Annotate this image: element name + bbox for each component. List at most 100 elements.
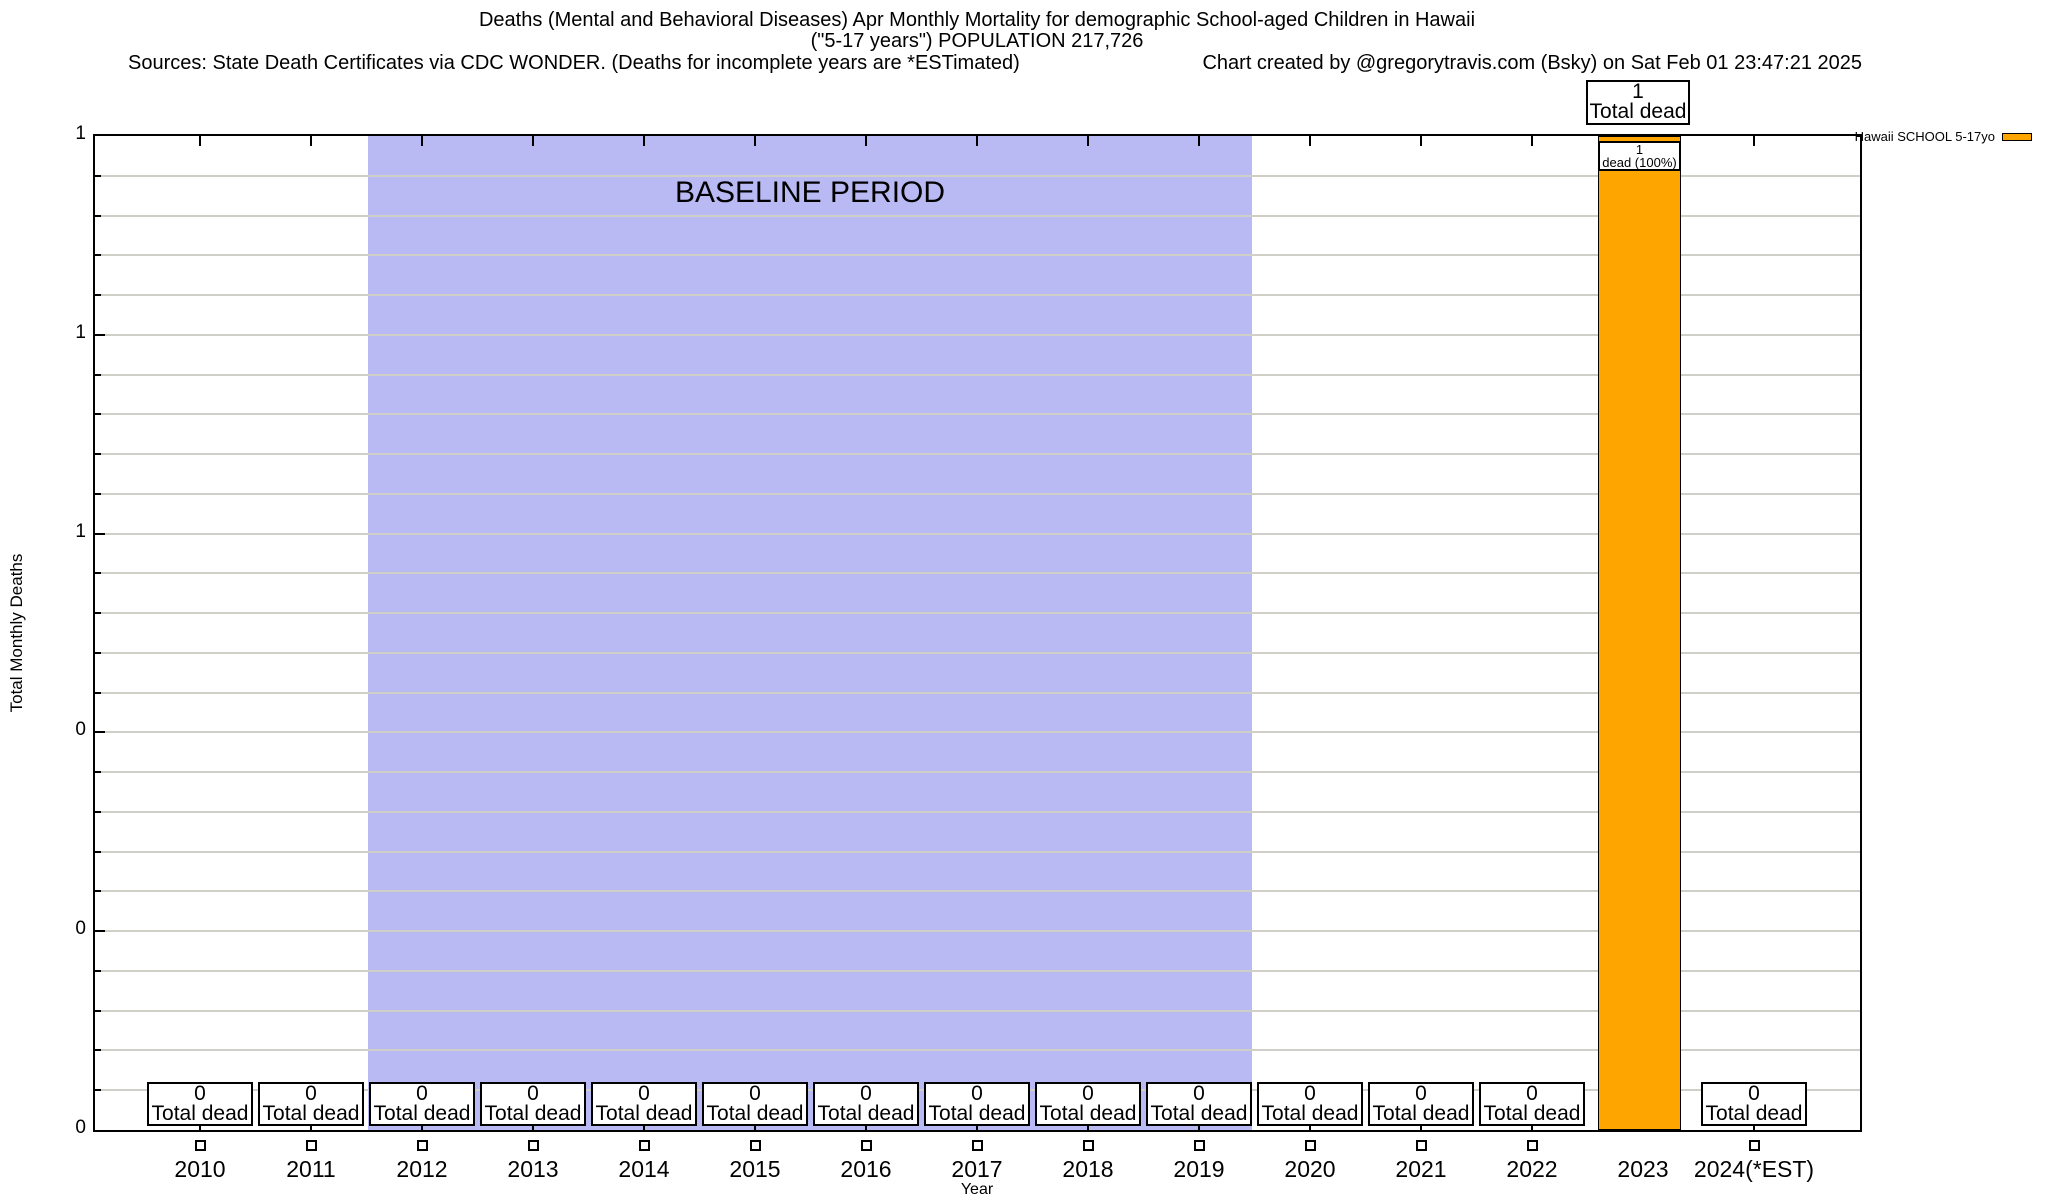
x-top-tick <box>754 136 756 146</box>
y-axis-tick <box>95 1049 101 1052</box>
minor-gridline <box>95 294 1860 297</box>
x-tick-label: 2010 <box>174 1156 226 1182</box>
minor-gridline <box>95 453 1860 456</box>
zero-deaths-label: Total dead <box>706 1102 804 1125</box>
zero-deaths-label: Total dead <box>484 1102 582 1125</box>
zero-deaths-value: 0 <box>1082 1082 1094 1105</box>
zero-deaths-box: 0 Total dead <box>147 1082 253 1126</box>
x-tick-label: 2012 <box>396 1156 448 1182</box>
box-stem <box>643 1125 645 1132</box>
x-tick-label: 2024(*EST) <box>1693 1156 1815 1182</box>
x-top-tick <box>310 136 312 146</box>
minor-gridline <box>95 1049 1860 1052</box>
zero-point-marker <box>528 1140 539 1151</box>
x-top-tick <box>421 136 423 146</box>
box-stem <box>1198 1125 1200 1132</box>
credit-note: Chart created by @gregorytravis.com (Bsk… <box>1202 52 1862 74</box>
minor-gridline <box>95 214 1860 217</box>
zero-point-marker <box>195 1140 206 1151</box>
baseline-period-region <box>368 136 1252 1130</box>
zero-point-marker <box>1305 1140 1316 1151</box>
zero-point-marker <box>1527 1140 1538 1151</box>
y-axis-tick <box>95 691 101 694</box>
minor-gridline <box>95 850 1860 853</box>
zero-deaths-box: 0 Total dead <box>702 1082 808 1126</box>
box-stem <box>310 1125 312 1132</box>
zero-deaths-box: 0 Total dead <box>591 1082 697 1126</box>
y-axis-tick <box>95 413 101 416</box>
x-tick-label: 2018 <box>1062 1156 1114 1182</box>
zero-deaths-value: 0 <box>527 1082 539 1105</box>
x-top-tick <box>532 136 534 146</box>
total-dead-annotation-label: Total dead <box>1589 100 1687 123</box>
zero-deaths-label: Total dead <box>1261 1102 1359 1125</box>
y-axis-tick <box>95 969 101 972</box>
zero-deaths-label: Total dead <box>1150 1102 1248 1125</box>
zero-deaths-value: 0 <box>194 1082 206 1105</box>
zero-deaths-box: 0 Total dead <box>480 1082 586 1126</box>
box-stem <box>865 1125 867 1132</box>
zero-deaths-label: Total dead <box>373 1102 471 1125</box>
y-tick-label: 0 <box>75 1117 86 1138</box>
bar-2023: 1 dead (100%) <box>1598 136 1681 1130</box>
zero-deaths-label: Total dead <box>1483 1102 1581 1125</box>
minor-gridline <box>95 254 1860 257</box>
zero-deaths-box: 0 Total dead <box>1035 1082 1141 1126</box>
box-stem <box>1087 1125 1089 1132</box>
x-top-tick <box>976 136 978 146</box>
box-stem <box>532 1125 534 1132</box>
y-axis-tick <box>95 373 101 376</box>
zero-deaths-label: Total dead <box>595 1102 693 1125</box>
bar-value-annotation-count: 1 <box>1635 142 1644 157</box>
box-stem <box>1420 1125 1422 1132</box>
y-axis-tick <box>95 174 101 177</box>
y-axis-tick <box>95 651 101 654</box>
minor-gridline <box>95 771 1860 774</box>
x-axis-title: Year <box>960 1181 994 1198</box>
zero-point-marker <box>417 1140 428 1151</box>
y-axis-tick <box>95 850 101 853</box>
box-stem <box>976 1125 978 1132</box>
zero-deaths-label: Total dead <box>1705 1102 1803 1125</box>
zero-deaths-value: 0 <box>971 1082 983 1105</box>
y-axis-tick <box>95 1009 101 1012</box>
legend-series-label: Hawaii SCHOOL 5-17yo <box>1854 129 1995 144</box>
total-dead-annotation-box: 1 Total dead <box>1586 80 1690 125</box>
y-tick-label: 1 <box>75 123 86 144</box>
zero-deaths-label: Total dead <box>262 1102 360 1125</box>
y-axis-tick <box>95 532 105 535</box>
x-top-tick <box>1531 136 1533 146</box>
zero-deaths-box: 0 Total dead <box>1479 1082 1585 1126</box>
major-gridline <box>95 333 1860 336</box>
zero-deaths-value: 0 <box>749 1082 761 1105</box>
zero-deaths-label: Total dead <box>151 1102 249 1125</box>
zero-deaths-value: 0 <box>1526 1082 1538 1105</box>
minor-gridline <box>95 810 1860 813</box>
minor-gridline <box>95 373 1860 376</box>
box-stem <box>1753 1125 1755 1132</box>
total-dead-annotation-value: 1 <box>1632 80 1644 103</box>
zero-point-marker <box>972 1140 983 1151</box>
minor-gridline <box>95 691 1860 694</box>
x-top-tick <box>1309 136 1311 146</box>
chart-title-line2: ("5-17 years") POPULATION 217,726 <box>810 30 1144 52</box>
y-axis-tick <box>95 612 101 615</box>
x-tick-label: 2023 <box>1617 1156 1669 1182</box>
y-tick-label: 1 <box>75 321 86 343</box>
x-tick-label: 2015 <box>729 1156 781 1182</box>
x-tick-label: 2022 <box>1506 1156 1558 1182</box>
y-axis-tick <box>95 254 101 257</box>
zero-deaths-box: 0 Total dead <box>813 1082 919 1126</box>
x-top-tick <box>1087 136 1089 146</box>
x-top-tick <box>1420 136 1422 146</box>
sources-note: Sources: State Death Certificates via CD… <box>128 52 1020 74</box>
zero-deaths-value: 0 <box>860 1082 872 1105</box>
baseline-period-label: BASELINE PERIOD <box>674 176 946 209</box>
y-axis-tick <box>95 492 101 495</box>
minor-gridline <box>95 1009 1860 1012</box>
zero-deaths-box: 0 Total dead <box>1701 1082 1807 1126</box>
x-top-tick <box>1753 136 1755 146</box>
bar-value-annotation-box: 1 dead (100%) <box>1598 141 1681 171</box>
y-tick-label: 0 <box>75 719 86 741</box>
